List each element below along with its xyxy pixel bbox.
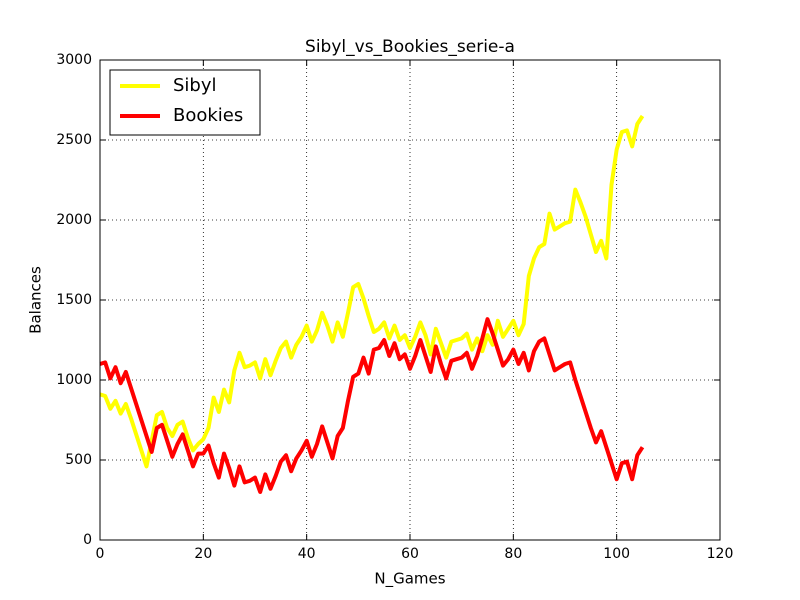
y-tick-label: 1500 xyxy=(56,292,92,308)
legend-label: Bookies xyxy=(173,105,243,126)
x-tick-label: 20 xyxy=(194,546,212,562)
chart-title: Sibyl_vs_Bookies_serie-a xyxy=(305,37,515,57)
plot-frame xyxy=(99,59,721,541)
x-tick-label: 100 xyxy=(603,546,630,562)
y-tick-label: 3000 xyxy=(56,52,92,68)
data-line xyxy=(99,114,645,469)
y-tick-label: 2000 xyxy=(56,212,92,228)
x-tick-label: 60 xyxy=(401,546,419,562)
x-tick-label: 0 xyxy=(96,546,105,562)
legend-box xyxy=(109,69,261,136)
y-tick-label: 2500 xyxy=(56,132,92,148)
data-line xyxy=(99,317,645,494)
x-axis-label: N_Games xyxy=(374,570,445,589)
y-tick-label: 0 xyxy=(83,532,92,548)
y-axis-label: Balances xyxy=(27,266,45,334)
x-tick-label: 80 xyxy=(504,546,522,562)
x-tick-label: 120 xyxy=(707,546,734,562)
y-tick-label: 500 xyxy=(65,452,92,468)
legend-label: Sibyl xyxy=(173,75,217,96)
y-tick-label: 1000 xyxy=(56,372,92,388)
x-tick-label: 40 xyxy=(298,546,316,562)
